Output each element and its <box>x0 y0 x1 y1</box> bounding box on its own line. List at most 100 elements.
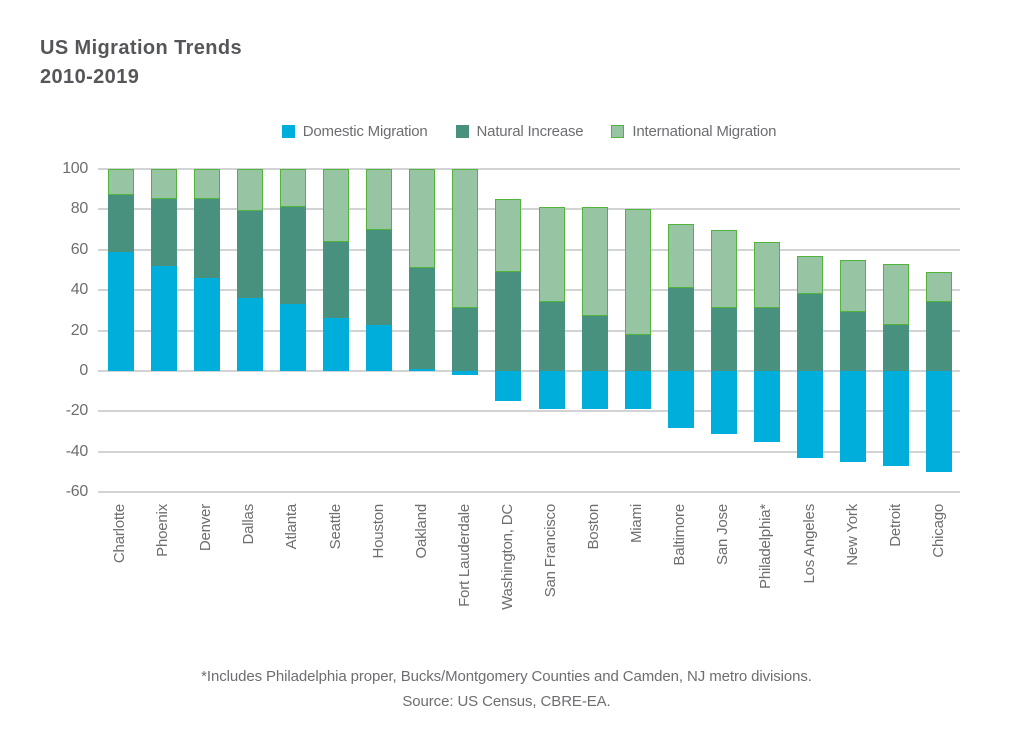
x-label-cell: Baltimore <box>658 504 701 654</box>
bar-oakland-international-migration <box>409 169 436 268</box>
bar-new-york-domestic-migration <box>840 371 867 462</box>
x-label-cell: Fort Lauderdale <box>443 504 486 654</box>
bar-seattle-international-migration <box>323 169 350 242</box>
bar-fort-lauderdale-international-migration <box>452 169 479 309</box>
x-label-phoenix: Phoenix <box>154 504 172 557</box>
footnote-line1: *Includes Philadelphia proper, Bucks/Mon… <box>201 668 812 685</box>
x-label-houston: Houston <box>369 504 387 559</box>
legend-item-domestic-migration: Domestic Migration <box>281 123 428 140</box>
x-label-cell: Miami <box>615 504 658 654</box>
legend: Domestic Migration Natural Increase Inte… <box>98 121 960 141</box>
x-label-fort-lauderdale: Fort Lauderdale <box>455 504 473 608</box>
bar-denver-domestic-migration <box>193 278 220 371</box>
bar-atlanta-natural-increase <box>279 207 306 305</box>
bar-los-angeles-natural-increase <box>797 294 824 371</box>
bar-seattle-domestic-migration <box>323 318 350 371</box>
chart-title-line1: US Migration Trends <box>40 37 243 59</box>
bar-san-francisco-natural-increase <box>538 302 565 371</box>
bar-phoenix-natural-increase <box>150 199 177 266</box>
y-gridline-100 <box>98 168 960 170</box>
bar-san-jose-natural-increase <box>710 308 737 371</box>
bar-chicago-natural-increase <box>926 302 953 371</box>
bar-fort-lauderdale-natural-increase <box>452 308 479 371</box>
bar-houston-natural-increase <box>366 229 393 325</box>
x-label-cell: San Francisco <box>529 504 572 654</box>
x-label-new-york: New York <box>843 504 861 566</box>
y-gridline--40 <box>98 450 960 453</box>
bar-seattle-natural-increase <box>323 241 350 319</box>
bar-houston-international-migration <box>366 169 393 230</box>
x-label-cell: Philadelphia* <box>744 504 787 654</box>
x-label-cell: Denver <box>184 504 227 654</box>
y-gridline-20 <box>98 329 960 332</box>
x-label-chicago: Chicago <box>929 504 947 558</box>
bar-washington-dc-international-migration <box>495 199 522 273</box>
bar-atlanta-domestic-migration <box>279 304 306 371</box>
legend-item-international-migration: International Migration <box>611 123 776 140</box>
x-label-los-angeles: Los Angeles <box>800 504 818 584</box>
bar-baltimore-natural-increase <box>667 288 694 371</box>
bar-chicago-domestic-migration <box>926 371 953 472</box>
footnote-line2: Source: US Census, CBRE-EA. <box>402 693 611 710</box>
x-label-san-francisco: San Francisco <box>541 504 559 598</box>
x-label-cell: Washington, DC <box>486 504 529 654</box>
bar-philadelphia-international-migration <box>754 241 781 309</box>
x-label-charlotte: Charlotte <box>111 504 129 564</box>
bar-miami-natural-increase <box>624 334 651 371</box>
legend-swatch-domestic-migration <box>281 124 295 138</box>
legend-label: International Migration <box>632 122 777 140</box>
x-label-cell: Dallas <box>227 504 270 654</box>
bar-detroit-international-migration <box>883 263 910 325</box>
bar-los-angeles-international-migration <box>797 255 824 295</box>
x-label-cell: New York <box>831 504 874 654</box>
x-label-cell: Seattle <box>313 504 356 654</box>
x-label-cell: Chicago <box>917 504 960 654</box>
bar-oakland-natural-increase <box>409 267 436 369</box>
bar-san-francisco-international-migration <box>538 207 565 303</box>
bar-boston-international-migration <box>581 207 608 317</box>
bar-denver-natural-increase <box>193 199 220 279</box>
x-label-miami: Miami <box>628 504 646 544</box>
bar-philadelphia-domestic-migration <box>754 371 781 442</box>
x-label-dallas: Dallas <box>240 504 258 545</box>
y-gridline--20 <box>98 410 960 413</box>
bar-san-jose-international-migration <box>710 229 737 309</box>
y-tick-label-40: 40 <box>70 281 89 299</box>
y-tick-label--60: -60 <box>65 483 89 501</box>
bar-chicago-international-migration <box>926 272 953 303</box>
bar-philadelphia-natural-increase <box>754 308 781 371</box>
x-label-cell: Houston <box>357 504 400 654</box>
y-tick-label-20: 20 <box>70 321 89 339</box>
y-tick-label--40: -40 <box>65 442 89 460</box>
bar-boston-domestic-migration <box>581 371 608 410</box>
y-tick-label--20: -20 <box>65 402 89 420</box>
footnote: *Includes Philadelphia proper, Bucks/Mon… <box>0 664 1013 714</box>
x-label-washington-dc: Washington, DC <box>498 504 516 611</box>
x-label-san-jose: San Jose <box>714 504 732 566</box>
x-label-cell: Detroit <box>874 504 917 654</box>
bar-phoenix-international-migration <box>150 169 177 200</box>
legend-label: Natural Increase <box>476 122 584 140</box>
y-tick-label-100: 100 <box>62 160 88 177</box>
bar-san-francisco-domestic-migration <box>538 371 565 410</box>
bar-new-york-international-migration <box>840 259 867 313</box>
x-label-baltimore: Baltimore <box>671 504 689 566</box>
legend-item-natural-increase: Natural Increase <box>455 122 584 140</box>
bar-detroit-natural-increase <box>883 324 910 371</box>
bar-san-jose-domestic-migration <box>710 371 737 434</box>
legend-swatch-natural-increase <box>455 124 469 138</box>
x-label-seattle: Seattle <box>326 504 344 550</box>
chart-title-line2: 2010-2019 <box>40 66 140 88</box>
bar-dallas-international-migration <box>236 169 263 212</box>
x-label-cell: Atlanta <box>270 504 313 654</box>
x-label-cell: Boston <box>572 504 615 654</box>
bar-miami-domestic-migration <box>624 371 651 410</box>
bar-charlotte-natural-increase <box>107 195 134 252</box>
bar-dallas-natural-increase <box>236 211 263 299</box>
bar-denver-international-migration <box>193 169 220 200</box>
bar-miami-international-migration <box>624 209 651 335</box>
x-label-oakland: Oakland <box>412 504 430 559</box>
bar-dallas-domestic-migration <box>236 298 263 371</box>
